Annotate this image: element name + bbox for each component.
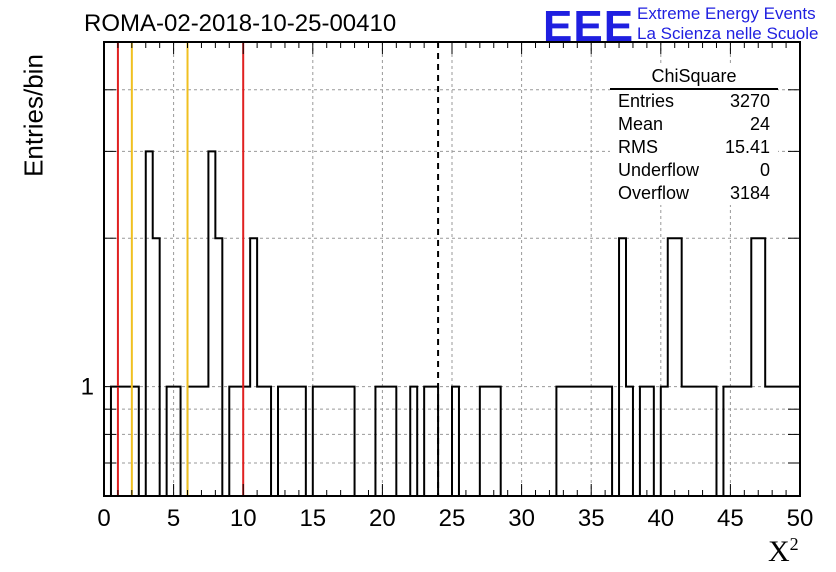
stats-label: Overflow	[618, 183, 690, 203]
stats-value: 0	[759, 160, 770, 180]
x-tick-label: 5	[167, 505, 180, 532]
logo-tagline-2: La Scienza nelle Scuole	[637, 24, 819, 43]
x-tick-label: 15	[299, 505, 326, 532]
stats-header: ChiSquare	[610, 66, 778, 90]
eee-logo: EEE	[543, 2, 635, 51]
stats-label: RMS	[618, 137, 658, 157]
stats-label: Mean	[618, 114, 664, 134]
x-tick-label: 35	[578, 505, 605, 532]
stats-row-rms: RMS 15.41	[610, 136, 778, 159]
y-tick-label: 1	[81, 374, 94, 401]
stats-value: 3270	[729, 91, 770, 111]
x-axis-label-sup: 2	[789, 534, 799, 554]
y-axis-label: Entries/bin	[18, 54, 49, 177]
x-tick-label: 25	[439, 505, 466, 532]
stats-value: 3184	[729, 183, 770, 203]
x-axis-label: X2	[768, 534, 799, 569]
chart-title: ROMA-02-2018-10-25-00410	[84, 10, 397, 37]
stats-row-entries: Entries 3270	[610, 90, 778, 113]
stats-label: Entries	[618, 91, 675, 111]
x-tick-label: 30	[508, 505, 535, 532]
stats-value: 24	[749, 114, 770, 134]
x-tick-label: 0	[97, 505, 110, 532]
x-axis-label-base: X	[768, 535, 790, 568]
x-tick-label: 50	[787, 505, 814, 532]
stats-box: ChiSquare Entries 3270 Mean 24 RMS 15.41 Un…	[610, 66, 778, 205]
x-tick-label: 10	[230, 505, 257, 532]
stats-row-underflow: Underflow 0	[610, 159, 778, 182]
logo-tagline-1: Extreme Energy Events	[637, 4, 816, 23]
stats-row-mean: Mean 24	[610, 113, 778, 136]
x-tick-label: 20	[369, 505, 396, 532]
stats-row-overflow: Overflow 3184	[610, 182, 778, 205]
stats-label: Underflow	[618, 160, 700, 180]
x-tick-label: 45	[717, 505, 744, 532]
x-tick-label: 40	[647, 505, 674, 532]
stats-value: 15.41	[724, 137, 770, 157]
